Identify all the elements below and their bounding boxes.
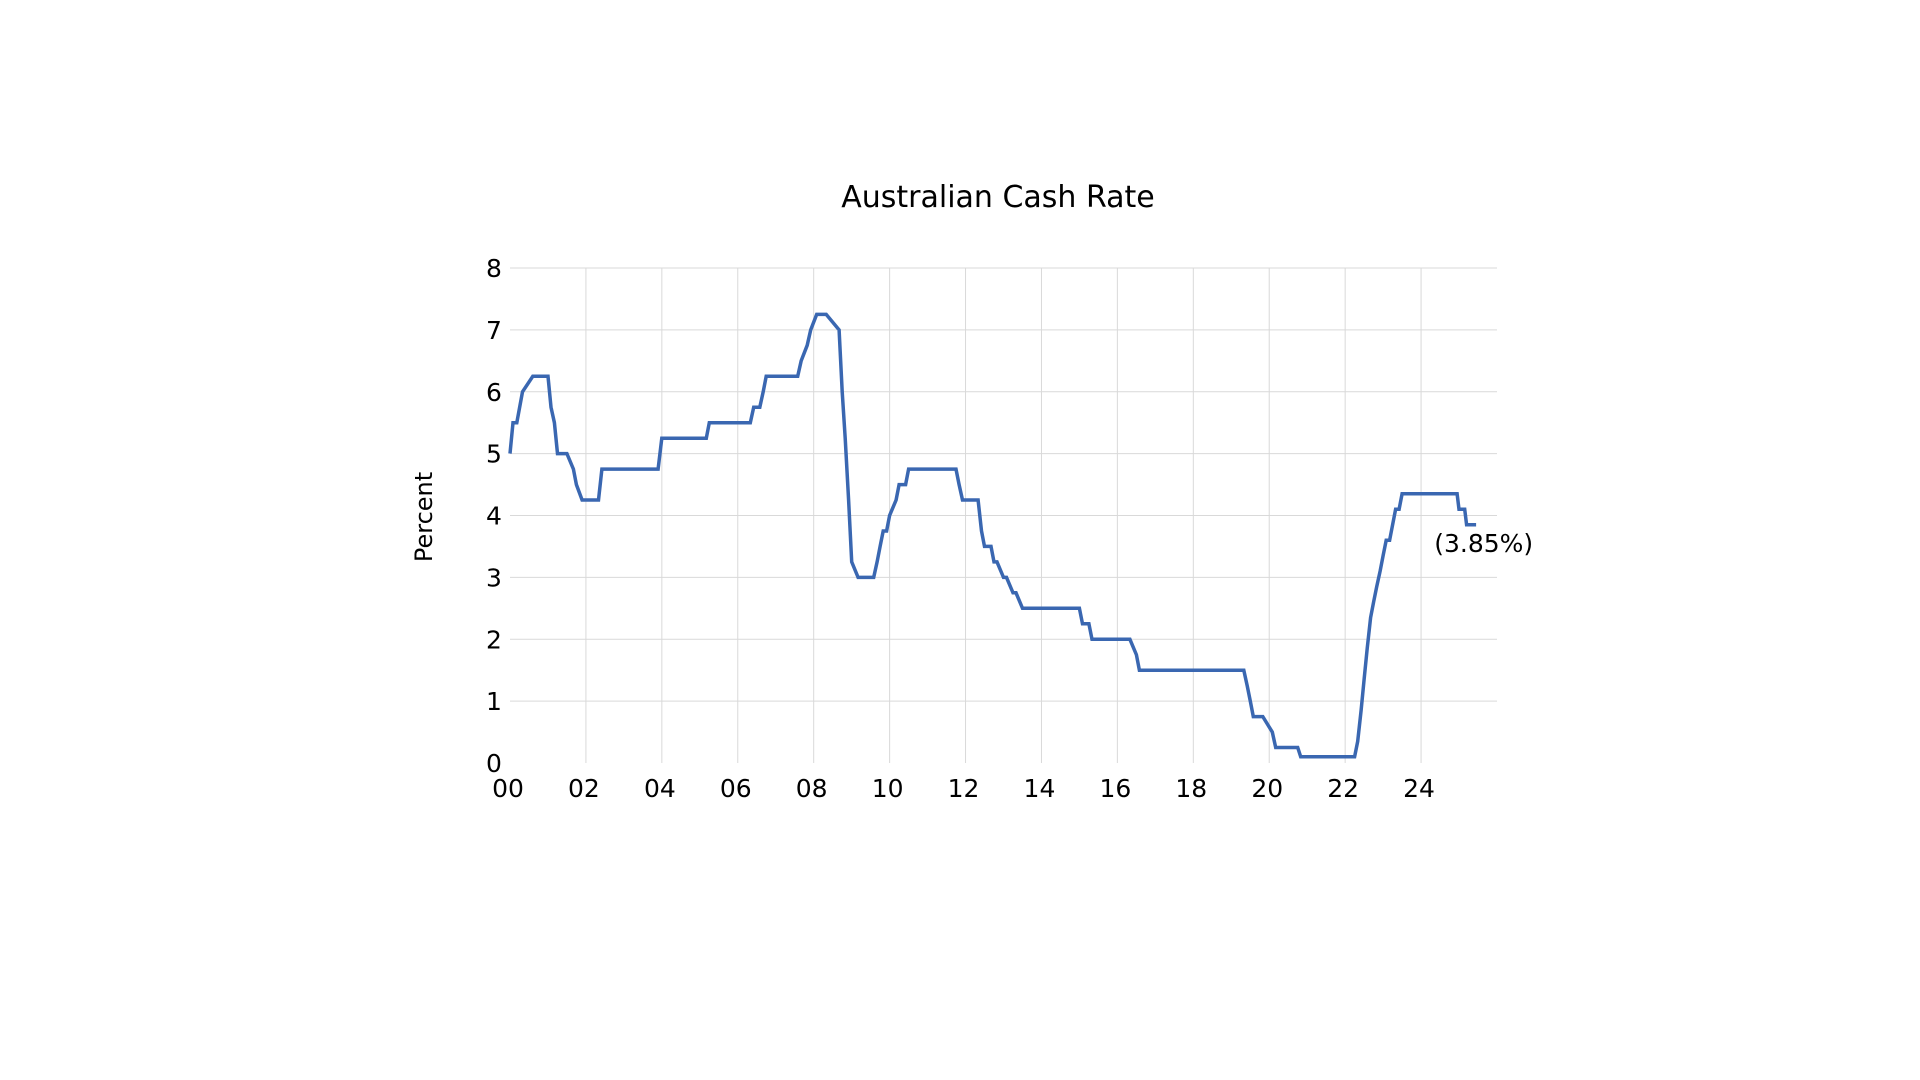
last-value-annotation: (3.85%) <box>1434 529 1533 558</box>
y-axis-label: Percent <box>410 472 438 562</box>
y-tick-label: 6 <box>486 378 502 407</box>
x-tick-label: 22 <box>1327 774 1359 803</box>
y-tick-label: 2 <box>486 625 502 654</box>
y-axis-ticks: 0 1 2 3 4 5 6 7 8 <box>486 254 502 778</box>
x-axis-ticks: 00 02 04 06 08 10 12 14 16 18 20 22 24 <box>492 774 1435 803</box>
y-tick-label: 1 <box>486 687 502 716</box>
series-layer <box>508 312 1477 759</box>
x-tick-label: 10 <box>872 774 904 803</box>
y-tick-label: 0 <box>486 749 502 778</box>
x-tick-label: 00 <box>492 774 524 803</box>
y-tick-label: 7 <box>486 316 502 345</box>
y-tick-label: 4 <box>486 502 502 531</box>
x-tick-label: 20 <box>1251 774 1283 803</box>
x-tick-label: 04 <box>644 774 676 803</box>
grid <box>510 267 1497 763</box>
x-tick-label: 14 <box>1024 774 1056 803</box>
x-tick-label: 18 <box>1175 774 1207 803</box>
x-tick-label: 02 <box>568 774 600 803</box>
y-tick-label: 5 <box>486 440 502 469</box>
x-tick-label: 16 <box>1099 774 1131 803</box>
chart-title: Australian Cash Rate <box>841 180 1155 215</box>
x-tick-label: 24 <box>1403 774 1435 803</box>
x-tick-label: 12 <box>948 774 980 803</box>
y-tick-label: 8 <box>486 254 502 283</box>
x-tick-label: 06 <box>720 774 752 803</box>
series-line <box>508 312 1477 759</box>
x-tick-label: 08 <box>796 774 828 803</box>
y-tick-label: 3 <box>486 563 502 592</box>
